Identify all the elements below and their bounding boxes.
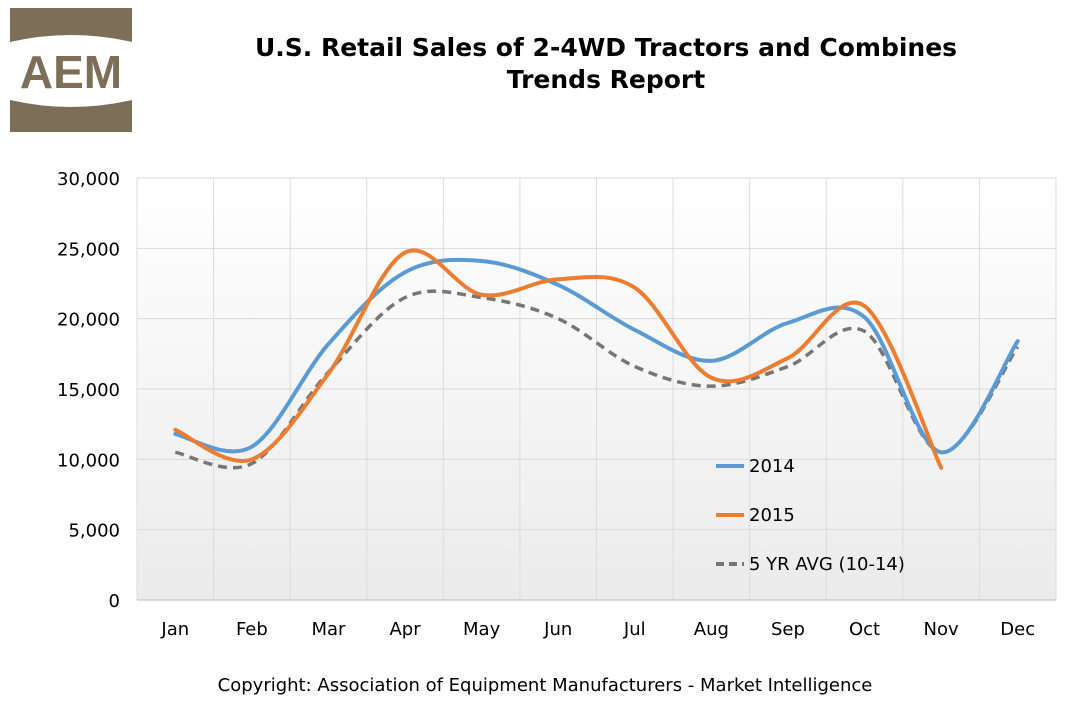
chart-title: U.S. Retail Sales of 2-4WD Tractors and … (200, 32, 1012, 96)
chart-title-line-1: U.S. Retail Sales of 2-4WD Tractors and … (254, 33, 958, 62)
y-tick-label: 5,000 (68, 521, 120, 542)
x-tick-label-apr: Apr (389, 619, 421, 640)
x-tick-label-may: May (463, 619, 501, 640)
x-tick-label-sep: Sep (771, 619, 805, 640)
y-tick-label: 0 (109, 591, 120, 612)
series-line-5-yr-avg-10-14 (174, 289, 1020, 470)
x-tick-label-nov: Nov (924, 619, 959, 640)
x-tick-label-jan: Jan (160, 619, 189, 640)
legend-label: 5 YR AVG (10-14) (749, 554, 905, 575)
x-tick-label-mar: Mar (311, 619, 346, 640)
y-tick-label: 25,000 (57, 239, 120, 260)
series-line-2015 (173, 248, 944, 470)
copyright-text: Copyright: Association of Equipment Manu… (217, 675, 873, 696)
chart-title-line-2: Trends Report (506, 65, 706, 94)
series-line-2014 (173, 257, 1020, 455)
y-tick-label: 30,000 (57, 169, 120, 190)
x-tick-label-feb: Feb (236, 619, 268, 640)
x-tick-label-jul: Jul (623, 619, 646, 640)
logo-text: AEM (20, 46, 122, 98)
x-tick-label-dec: Dec (1000, 619, 1035, 640)
legend-label: 2014 (749, 456, 795, 477)
y-tick-label: 10,000 (57, 450, 120, 471)
x-tick-label-oct: Oct (849, 619, 880, 640)
aem-logo: AEM (10, 8, 132, 132)
x-tick-label-aug: Aug (694, 619, 729, 640)
y-tick-label: 15,000 (57, 380, 120, 401)
legend-label: 2015 (749, 505, 795, 526)
x-tick-label-jun: Jun (543, 619, 572, 640)
y-tick-label: 20,000 (57, 310, 120, 331)
aem-logo-graphic: AEM (10, 8, 132, 132)
